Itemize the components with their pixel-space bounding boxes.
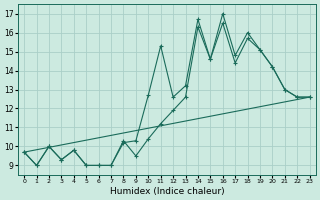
X-axis label: Humidex (Indice chaleur): Humidex (Indice chaleur) (109, 187, 224, 196)
